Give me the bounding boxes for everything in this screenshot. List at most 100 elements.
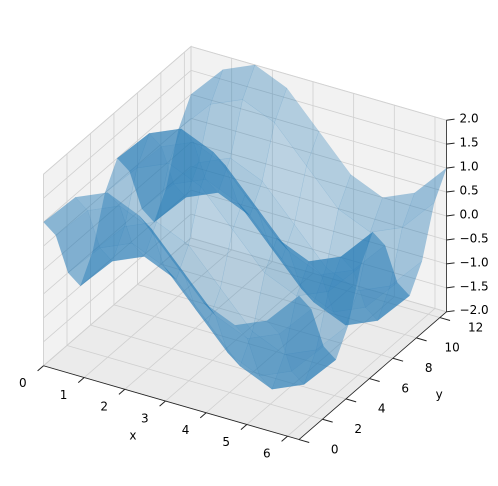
y-tick	[298, 439, 310, 443]
y-tick	[392, 357, 404, 362]
surface-facet	[74, 192, 121, 211]
surface-facet	[328, 231, 374, 292]
x-tick-label: 4	[182, 423, 190, 437]
grid-line	[43, 237, 192, 367]
grid-line	[165, 272, 314, 402]
surface-facet	[232, 194, 278, 274]
grid-line	[83, 249, 232, 378]
x-tick	[37, 365, 44, 372]
surface-facet	[264, 237, 310, 297]
surface-facet	[293, 165, 339, 269]
z-tick	[446, 190, 455, 193]
surface-facet	[178, 69, 224, 130]
surface-facet	[281, 223, 327, 303]
surface-facet	[210, 64, 256, 105]
z-tick-label: 1.5	[460, 136, 479, 150]
grid-line	[43, 46, 192, 175]
surface-facet	[104, 132, 150, 194]
surface-facet	[230, 99, 275, 182]
z-tick-label: −1.5	[460, 279, 489, 293]
z-tick	[446, 214, 455, 217]
axis-line	[298, 311, 447, 440]
surface-facet	[242, 64, 288, 123]
z-tick-label: 0.0	[460, 207, 479, 221]
surface-facet	[171, 258, 216, 316]
grid-line	[190, 165, 447, 241]
surface-facet	[279, 308, 324, 372]
x-tick	[118, 388, 126, 395]
z-tick	[446, 166, 455, 169]
grid-line	[190, 70, 447, 145]
x-tick	[77, 377, 85, 384]
surface-facet	[261, 122, 307, 225]
surface-facet	[117, 133, 162, 172]
surface-facet	[220, 229, 265, 332]
surface-facet	[244, 194, 290, 252]
z-tick-label: −1.0	[460, 255, 489, 269]
x-tick-label: 2	[100, 400, 108, 414]
surface-facet	[207, 287, 253, 367]
surface-facet	[203, 302, 248, 339]
surface-facet	[193, 141, 239, 203]
grid-line	[43, 94, 192, 223]
x-tick-label: 0	[19, 376, 27, 390]
grid-line	[43, 213, 192, 343]
x-tick	[240, 424, 248, 430]
surface-facet	[225, 165, 270, 246]
grid-line	[160, 263, 417, 339]
surface-facet	[276, 238, 322, 275]
surface-facet	[227, 352, 273, 390]
grid-line	[190, 189, 447, 265]
surface-facet	[139, 215, 184, 273]
grid-line	[190, 46, 447, 121]
surface-facet	[43, 197, 88, 236]
z-tick	[446, 118, 455, 121]
y-tick	[369, 378, 380, 382]
grid-line	[287, 308, 436, 437]
grid-line	[66, 345, 323, 420]
z-tick-label: 2.0	[460, 112, 479, 126]
x-tick	[199, 412, 207, 419]
surface-facet	[119, 205, 165, 267]
surface-facet	[389, 202, 435, 287]
x-tick-label: 3	[141, 411, 149, 425]
surface-facet	[401, 167, 447, 229]
surface-facet	[156, 163, 202, 246]
surface-facet	[370, 192, 415, 233]
surface-facet	[237, 202, 283, 260]
grid-line	[124, 261, 273, 390]
surface-facet	[124, 163, 170, 227]
surface-facet	[195, 309, 241, 367]
surface-facet	[151, 228, 196, 310]
surface-facet	[148, 128, 194, 147]
surface-facet	[315, 266, 361, 351]
y-tick-label: 12	[468, 320, 483, 334]
surface-facet	[188, 186, 233, 289]
y-tick-label: 2	[354, 422, 362, 436]
surface-facet	[200, 151, 246, 231]
surface-facet	[249, 180, 295, 260]
y-tick-label: 8	[425, 361, 433, 375]
grid-line	[137, 284, 394, 359]
surface-facet	[338, 174, 383, 233]
z-tick	[446, 142, 455, 145]
surface-facet	[183, 272, 228, 353]
x-tick	[281, 435, 288, 442]
grid-line	[190, 141, 447, 217]
z-tick	[446, 262, 455, 265]
surface-facet	[306, 130, 351, 210]
surface-facet	[161, 141, 206, 185]
surface-facet	[144, 221, 189, 280]
x-tick-label: 1	[60, 388, 68, 402]
surface-facet	[205, 179, 251, 216]
surface-facet	[217, 157, 263, 217]
z-tick-label: −2.0	[460, 303, 489, 317]
surface-facet	[257, 208, 302, 290]
grid-line	[43, 70, 192, 199]
y-tick	[416, 337, 427, 342]
surface-facet	[212, 151, 258, 209]
surface-facet	[301, 288, 346, 326]
x-tick-label: 5	[222, 435, 230, 449]
z-tick	[446, 310, 455, 313]
y-tick-label: 10	[444, 341, 459, 355]
